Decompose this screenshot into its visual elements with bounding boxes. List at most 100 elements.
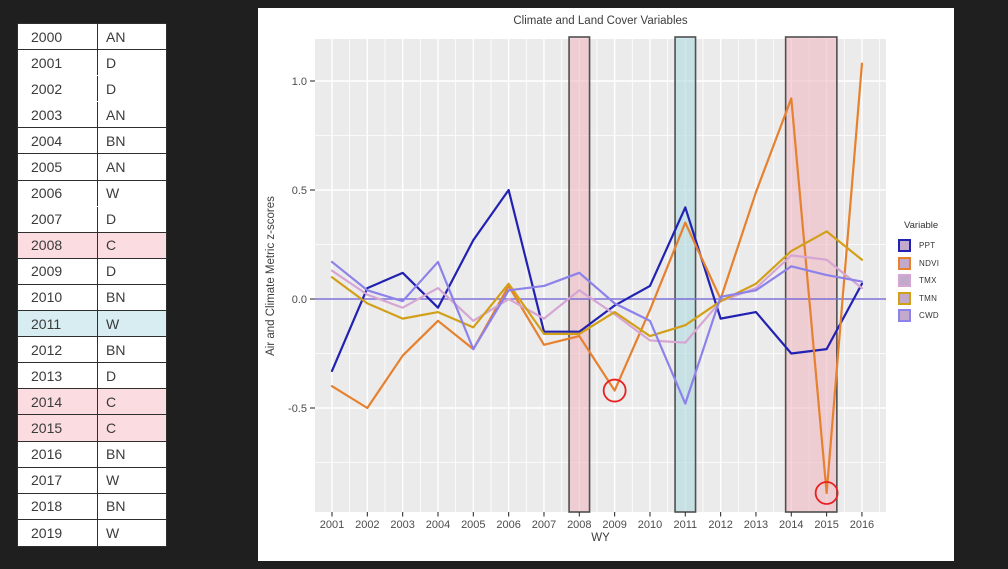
y-axis-title: Air and Climate Metric z-scores <box>265 196 277 356</box>
x-tick-label: 2003 <box>390 519 414 531</box>
x-tick-label: 2001 <box>320 519 344 531</box>
table-row: 2003 AN <box>18 102 166 129</box>
series-line-ppt <box>330 188 864 373</box>
legend-key-swatch <box>898 256 911 270</box>
table-row: 2007 D <box>18 206 166 233</box>
annotation-circle <box>814 481 839 505</box>
year-cell: 2014 <box>18 389 98 415</box>
legend-key-swatch <box>898 239 911 252</box>
year-cell: 2005 <box>18 154 98 180</box>
table-row: 2019 W <box>18 519 166 546</box>
y-tick-label: 1.0 <box>292 76 307 88</box>
year-type-cell: AN <box>106 159 126 176</box>
series-line-tmn <box>330 230 864 338</box>
table-row: 2011 W <box>18 311 166 338</box>
x-tick-label: 2011 <box>673 519 697 531</box>
table-row: 2018 BN <box>18 493 166 520</box>
year-cell: 2011 <box>18 311 98 337</box>
legend-item-ndvi: NDVI <box>898 256 940 270</box>
year-type-cell: W <box>106 524 120 541</box>
year-type-cell: W <box>106 185 120 202</box>
x-tick-label: 2012 <box>708 519 732 531</box>
chart-title: Climate and Land Cover Variables <box>513 15 688 27</box>
year-type-cell: D <box>106 211 117 228</box>
year-cell: 2001 <box>18 50 98 76</box>
year-type-cell: BN <box>106 289 126 306</box>
year-type-cell: W <box>106 315 120 332</box>
year-cell: 2010 <box>18 284 98 311</box>
year-cell: 2008 <box>18 232 98 258</box>
x-tick-label: 2006 <box>496 519 520 531</box>
table-row: 2017 W <box>18 467 166 494</box>
x-tick-label: 2013 <box>744 519 768 531</box>
x-tick-label: 2010 <box>638 519 662 531</box>
x-tick-label: 2016 <box>850 519 874 531</box>
legend-item-tmn: TMN <box>898 291 939 305</box>
table-row: 2013 D <box>18 363 166 390</box>
year-cell: 2017 <box>18 467 98 493</box>
table-row: 2012 BN <box>18 337 166 364</box>
year-type-cell: C <box>106 419 117 436</box>
legend-label: CWD <box>919 311 940 320</box>
x-tick-label: 2005 <box>461 519 485 531</box>
table-row: 2001 D <box>18 50 166 77</box>
year-cell: 2003 <box>18 102 98 128</box>
legend-key-swatch <box>898 291 911 305</box>
table-row: 2002 D <box>18 76 166 103</box>
legend-item-ppt: PPT <box>898 239 939 252</box>
year-type-cell: AN <box>106 28 126 45</box>
year-type-cell: D <box>106 54 117 71</box>
legend-label: NDVI <box>919 258 940 268</box>
series-line-tmx <box>330 254 864 344</box>
year-cell: 2012 <box>18 337 98 363</box>
year-type-cell: D <box>106 80 117 97</box>
series-line-ndvi <box>330 62 864 495</box>
year-cell: 2007 <box>18 206 98 232</box>
y-tick-label: 0.5 <box>292 185 307 197</box>
year-cell: 2000 <box>18 24 98 50</box>
highlight-band <box>674 36 697 513</box>
y-tick-label: 0.0 <box>292 294 307 306</box>
year-type-cell: C <box>106 237 117 254</box>
table-row: 2000 AN <box>18 24 166 51</box>
table-row: 2006 W <box>18 180 166 207</box>
x-tick-label: 2009 <box>602 519 626 531</box>
year-type-cell: BN <box>106 132 126 149</box>
year-type-cell: D <box>106 367 117 384</box>
legend-item-tmx: TMX <box>898 274 939 287</box>
year-cell: 2002 <box>18 76 98 102</box>
y-tick-label: -0.5 <box>288 403 307 415</box>
table-row: 2004 BN <box>18 128 166 155</box>
year-type-cell: C <box>106 393 117 410</box>
x-tick-label: 2008 <box>567 519 591 531</box>
table-row: 2016 BN <box>18 441 166 468</box>
table-row: 2014 C <box>18 389 166 416</box>
table-row: 2010 BN <box>18 284 166 312</box>
year-type-cell: AN <box>106 106 126 123</box>
legend-items: PPT NDVI TMX TMN CWD <box>898 239 939 322</box>
year-cell: 2004 <box>18 128 98 154</box>
table-row: 2015 C <box>18 415 166 442</box>
x-tick-label: 2002 <box>355 519 379 531</box>
year-type-cell: W <box>106 472 120 489</box>
legend-item-cwd: CWD <box>898 309 939 322</box>
table-row: 2009 D <box>18 258 166 285</box>
table-row: 2005 AN <box>18 154 166 181</box>
water-year-type-table: 2000 AN 2001 D 2002 D 2003 AN 2004 BN 2005 AN 2006 W 2… <box>17 23 167 547</box>
annotation-circle <box>602 378 627 403</box>
year-cell: 2018 <box>18 493 98 519</box>
year-type-cell: BN <box>106 341 126 358</box>
year-cell: 2015 <box>18 415 98 441</box>
year-type-cell: D <box>106 263 117 280</box>
year-cell: 2019 <box>18 519 98 546</box>
legend-title: Variable <box>904 220 939 231</box>
series-line-cwd <box>330 260 864 405</box>
legend-key-swatch <box>898 309 911 322</box>
chart-card: 2001 2002 2003 2004 2005 2006 2007 2008 2009 2010… <box>258 8 954 561</box>
legend-key-swatch <box>898 274 911 287</box>
legend-label: TMX <box>919 276 937 285</box>
x-tick-label: 2015 <box>814 519 838 531</box>
year-type-cell: BN <box>106 498 126 515</box>
legend-label: PPT <box>919 241 936 250</box>
